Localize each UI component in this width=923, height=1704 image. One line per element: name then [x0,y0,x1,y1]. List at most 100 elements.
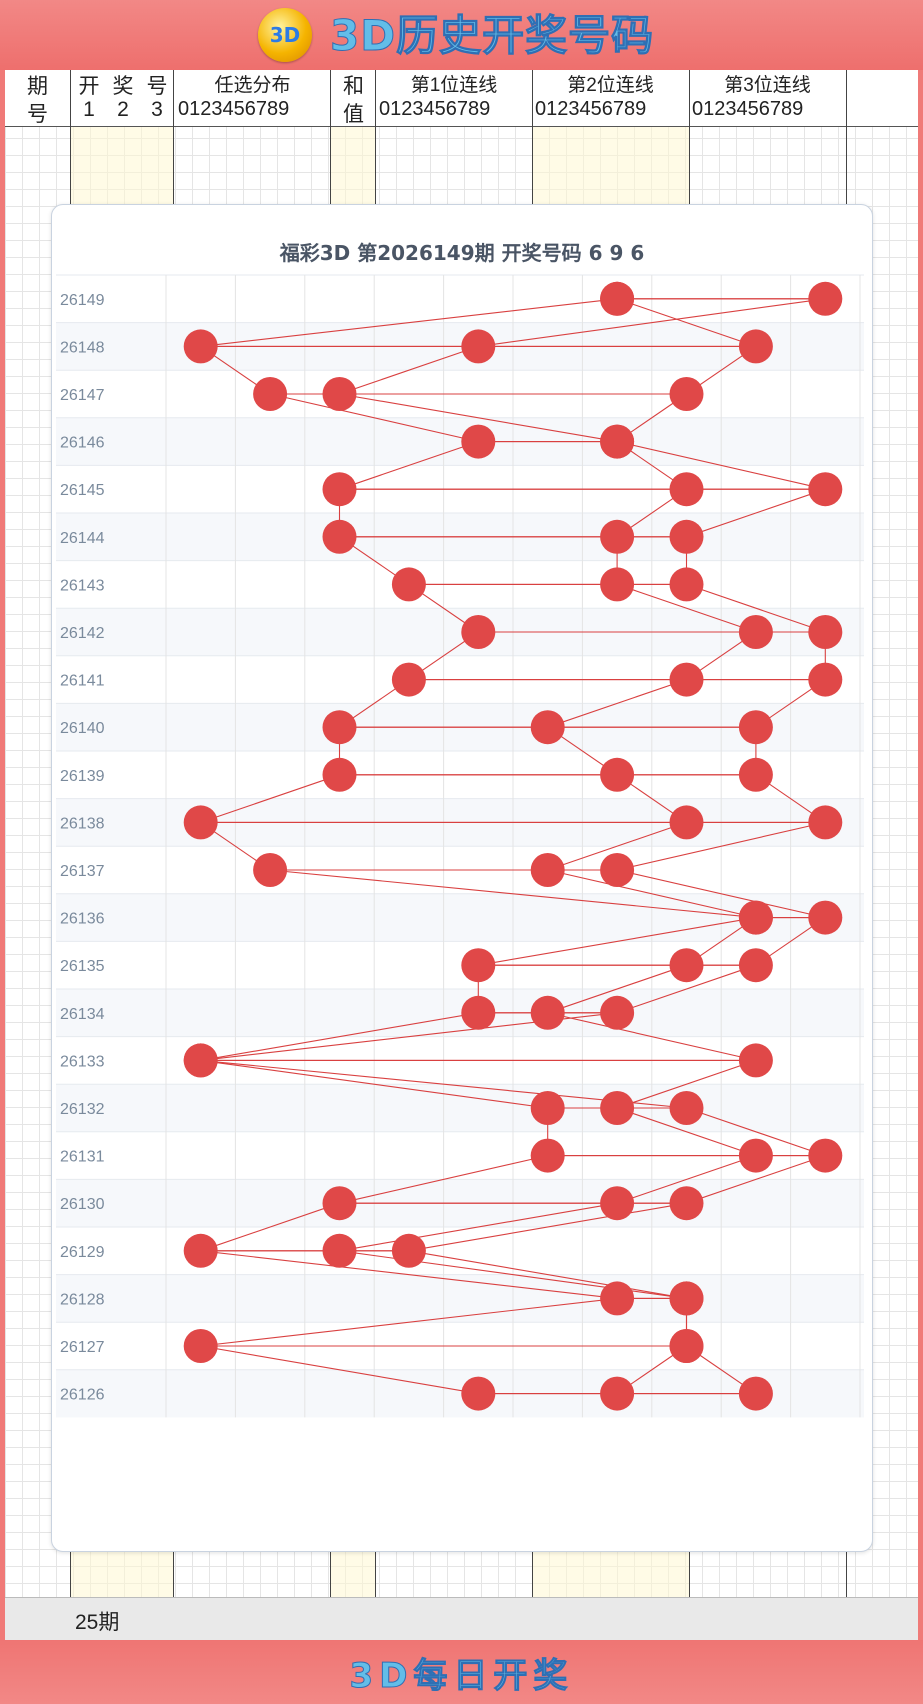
data-point [600,1376,635,1411]
data-point [808,472,843,507]
data-point [322,472,357,507]
pos1-label: 第1位连线 [410,75,498,96]
series-line [339,345,479,395]
table-header: 期 号 开 奖 号 1 2 3 任选分布 0123456789 和 值 第1位连… [5,70,918,127]
series-line [547,964,687,1014]
distribution-label: 任选分布 [214,75,291,96]
row-label: 26137 [60,863,105,880]
pos1-digits: 0123456789 [379,98,491,120]
data-point [322,710,357,745]
row-label: 26144 [60,530,105,547]
row-label: 26145 [60,482,105,499]
series-line [686,1107,826,1157]
data-point [738,1376,773,1411]
data-point [461,615,496,649]
data-point [183,1329,218,1363]
period-count-bar: 25期 [5,1597,918,1641]
chart-svg: 26149 26148 26147 26146 26145 26144 26143 26142… [56,274,864,1418]
data-point [600,1186,635,1221]
data-point [530,1091,565,1125]
pos2-digits: 0123456789 [535,98,647,120]
chart-card: 福彩3D 第2026149期 开奖号码 6 9 6 26149 26148 2614… [51,204,873,1552]
series-line [200,1250,618,1299]
data-point [253,853,288,887]
draw-label-1: 开 [78,75,100,98]
data-point [738,1138,773,1173]
row-label: 26143 [60,577,105,594]
page-header: 3D 3D历史开奖号码 [0,0,923,70]
series-line [200,774,340,823]
series-line [200,1202,340,1252]
draw-label-3: 号 [146,75,168,98]
data-point [322,519,357,554]
row-label: 26146 [60,435,105,452]
period-label-bottom: 号 [27,103,48,126]
data-point [600,567,635,602]
data-point [461,948,496,983]
data-point [669,567,704,602]
series-line [339,441,479,490]
data-point [738,757,773,792]
distribution-digits: 0123456789 [178,98,290,120]
pos3-label: 第3位连线 [724,75,811,96]
row-label: 26128 [60,1291,105,1308]
series-line [270,869,756,919]
row-label: 26132 [60,1101,105,1118]
data-point [600,1091,635,1125]
data-point [183,1233,218,1268]
period-count: 25期 [75,1611,120,1634]
data-point [808,1138,843,1173]
logo-text: 3D [269,23,301,47]
series-line [616,869,826,919]
series-line [616,583,757,633]
series-line [408,1250,687,1299]
data-point [461,329,496,364]
series-line [200,298,618,347]
series-line [686,488,826,538]
series-line [200,1297,618,1347]
table-row [56,1274,864,1323]
footer-title: 3D每日开奖 [349,1656,574,1697]
data-point [808,662,843,697]
data-point [669,377,704,411]
series-line [616,1107,757,1157]
series-line [616,1155,757,1204]
data-point [391,662,426,697]
draw-position-3: 3 [151,98,163,121]
series-line [547,679,687,728]
data-point [600,281,635,316]
draw-label-2: 奖 [112,75,134,98]
data-point [253,377,288,411]
data-point [669,472,704,507]
draw-position-2: 2 [117,98,129,121]
data-point [600,1281,635,1316]
data-point [738,615,773,649]
series-line [616,441,826,490]
series-line [478,298,826,347]
data-point [669,948,704,983]
chart-title: 福彩3D 第2026149期 开奖号码 6 9 6 [279,241,645,265]
data-point [600,424,635,459]
data-point [600,995,635,1030]
series-line [616,298,757,347]
data-point [738,948,773,983]
data-point [738,1043,773,1078]
data-point [669,1186,704,1221]
series-line [686,1155,826,1204]
series-line [269,393,479,443]
series-line [200,1059,548,1109]
row-label: 26130 [60,1196,105,1213]
data-point [738,329,773,364]
data-point [669,1329,704,1363]
sum-label-bottom: 值 [343,103,364,126]
data-point [808,805,843,840]
data-point [530,710,565,745]
sum-label-top: 和 [343,75,364,98]
data-point [600,519,635,554]
data-point [600,757,635,792]
series-line [547,1012,757,1061]
data-point [669,805,704,840]
data-point [669,662,704,697]
series-line [408,1202,687,1252]
series-line [616,821,826,871]
